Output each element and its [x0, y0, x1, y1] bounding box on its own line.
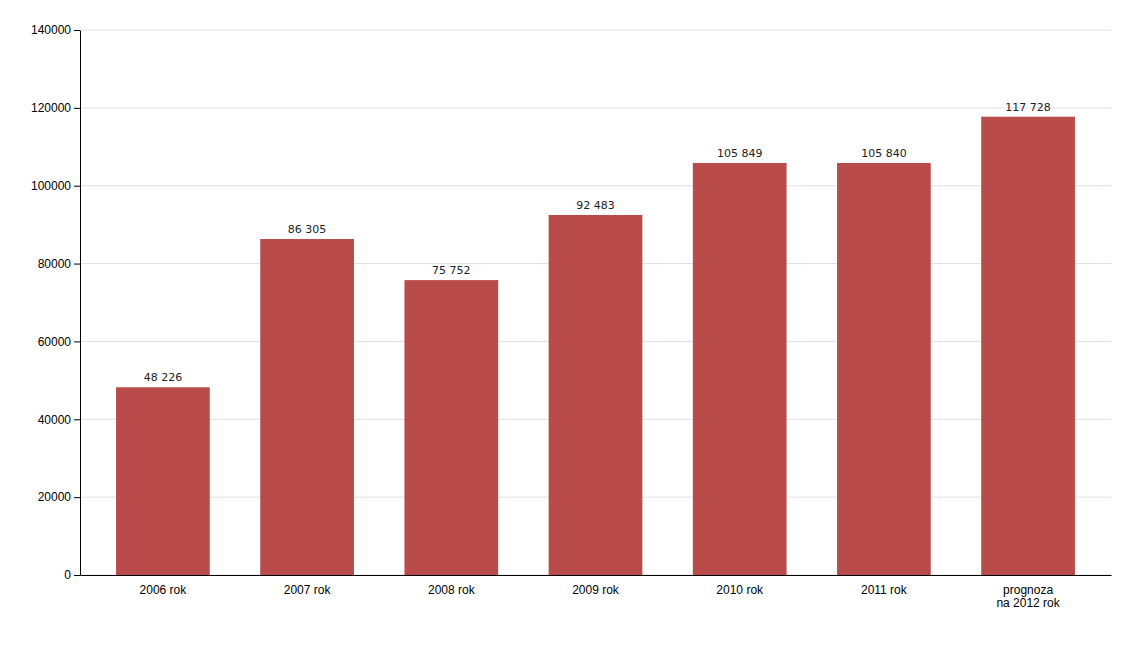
bar [404, 280, 498, 575]
x-tick-label: 2011 rok [861, 583, 908, 597]
y-tick-label: 120000 [31, 101, 71, 115]
plot: 0 20000 40000 60000 80000 100000 120000 140000 2… [31, 23, 1112, 610]
y-tick: 80000 [38, 257, 80, 271]
bar [837, 163, 931, 575]
grid [80, 30, 1111, 575]
y-tick-label: 80000 [38, 257, 72, 271]
x-tick: 2006 rok [140, 583, 188, 597]
y-tick-mark [74, 108, 80, 109]
y-tick: 20000 [38, 490, 80, 504]
data-label: 105 849 [717, 147, 763, 160]
y-tick-label: 40000 [38, 413, 72, 427]
y-tick-label: 20000 [38, 490, 72, 504]
x-tick-label: 2010 rok [716, 583, 764, 597]
y-axis-line [80, 31, 81, 576]
grid-line [80, 30, 1111, 31]
bar [981, 117, 1075, 575]
y-tick-label: 140000 [31, 23, 71, 37]
x-tick: prognozana 2012 rok [996, 583, 1060, 611]
chart: 0 20000 40000 60000 80000 100000 120000 140000 2… [0, 0, 1136, 647]
x-tick-label-line: 2008 rok [428, 583, 476, 597]
data-labels: 48 226 86 305 75 752 92 483 105 849 105 840 11… [144, 101, 1051, 385]
x-tick-label: prognozana 2012 rok [996, 583, 1060, 611]
grid-line [80, 107, 1111, 108]
y-tick-mark [74, 575, 80, 576]
data-label: 75 752 [432, 264, 471, 277]
y-tick: 120000 [31, 101, 80, 115]
x-tick: 2008 rok [428, 583, 476, 597]
x-tick-label: 2006 rok [140, 583, 188, 597]
x-tick-label-line: 2011 rok [861, 583, 908, 597]
x-tick: 2009 rok [572, 583, 620, 597]
x-tick-label-line: 2007 rok [284, 583, 332, 597]
x-tick-label: 2008 rok [428, 583, 476, 597]
x-tick-label-line: 2010 rok [716, 583, 764, 597]
y-tick-mark [74, 186, 80, 187]
y-tick: 60000 [38, 335, 80, 349]
y-tick-mark [74, 419, 80, 420]
bar [116, 387, 210, 575]
x-tick-label-line: 2009 rok [572, 583, 620, 597]
y-tick-mark [74, 341, 80, 342]
x-tick: 2010 rok [716, 583, 764, 597]
y-tick: 100000 [31, 179, 80, 193]
y-tick: 40000 [38, 413, 80, 427]
data-label: 105 840 [861, 147, 907, 160]
y-tick: 140000 [31, 23, 80, 37]
bar [693, 163, 787, 575]
bar [549, 215, 643, 575]
data-label: 48 226 [144, 371, 183, 384]
y-tick-mark [74, 497, 80, 498]
y-tick-label: 0 [64, 568, 71, 582]
grid-line [80, 185, 1111, 186]
x-axis: 2006 rok 2007 rok 2008 rok 2009 rok 2010 rok… [81, 576, 1112, 611]
y-tick-mark [74, 264, 80, 265]
x-tick-label: 2007 rok [284, 583, 332, 597]
x-tick: 2007 rok [284, 583, 332, 597]
y-tick-label: 100000 [31, 179, 71, 193]
data-label: 117 728 [1005, 101, 1051, 114]
x-tick-label: 2009 rok [572, 583, 620, 597]
data-label: 86 305 [288, 223, 327, 236]
bar [260, 239, 354, 575]
x-tick-label-line: 2006 rok [140, 583, 188, 597]
x-tick: 2011 rok [861, 583, 908, 597]
x-tick-label-line: prognoza [1003, 583, 1053, 597]
y-tick-mark [74, 30, 80, 31]
data-label: 92 483 [576, 199, 615, 212]
x-tick-label-line: na 2012 rok [996, 596, 1060, 610]
bars [116, 117, 1075, 575]
y-tick: 0 [64, 568, 80, 582]
x-axis-line [81, 575, 1112, 576]
y-tick-label: 60000 [38, 335, 72, 349]
y-axis: 0 20000 40000 60000 80000 100000 120000 140000 [31, 23, 81, 582]
